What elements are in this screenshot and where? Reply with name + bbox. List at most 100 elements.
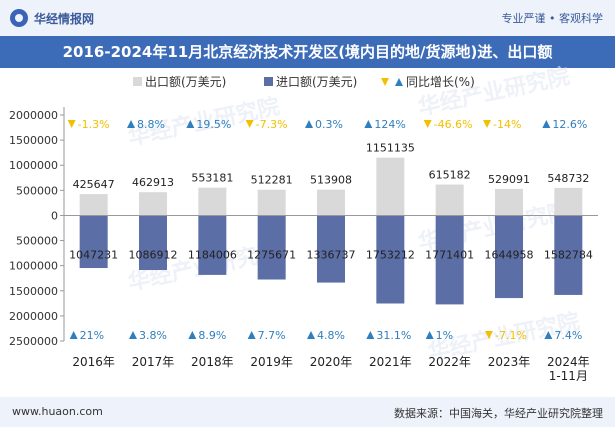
import-bar: [79, 215, 108, 269]
import-growth-label: 1%: [436, 329, 453, 342]
import-value-label: 1582784: [544, 248, 593, 261]
export-value-label: 1151135: [366, 142, 415, 155]
export-value-label: 425647: [73, 178, 115, 191]
export-growth-up-icon: [542, 120, 551, 128]
import-bar: [495, 215, 523, 299]
import-bar: [435, 215, 464, 305]
chart-title: 2016-2024年11月北京经济技术开发区(境内目的地/货源地)进、出口额: [62, 43, 553, 61]
y-tick-label: 0: [51, 209, 58, 222]
export-value-label: 513908: [310, 174, 352, 187]
legend-export-swatch: [133, 77, 142, 86]
y-tick-label: 2500000: [9, 335, 58, 348]
import-bar: [139, 215, 167, 271]
y-tick-label: 1500000: [9, 134, 58, 147]
export-bar: [79, 194, 108, 216]
y-tick-label: 1000000: [9, 159, 58, 172]
import-growth-down-icon: [485, 331, 493, 339]
brand-logo-icon: [10, 9, 28, 27]
export-bar: [435, 184, 464, 216]
import-value-label: 1047231: [69, 248, 118, 261]
import-bar: [554, 215, 583, 295]
import-growth-up-icon: [544, 331, 553, 339]
brand-name: 华经情报网: [34, 11, 95, 26]
export-growth-down-icon: [67, 120, 76, 128]
bar-chart: 华经产业研究院华经产业研究院华经产业研究院华经产业研究院华经产业研究院出口额(万…: [9, 63, 598, 383]
import-growth-label: 21%: [80, 329, 104, 342]
export-growth-down-icon: [483, 120, 491, 128]
import-bar: [376, 215, 405, 304]
import-value-label: 1275671: [247, 248, 296, 261]
legend-growth-up-icon: [395, 78, 403, 86]
watermark-text: 华经产业研究院: [416, 63, 572, 120]
import-value-label: 1184006: [188, 248, 237, 261]
footer-bar: www.huaon.com 数据来源：中国海关，华经产业研究院整理: [0, 397, 615, 427]
brand: 华经情报网: [10, 9, 94, 27]
title-bar: 2016-2024年11月北京经济技术开发区(境内目的地/货源地)进、出口额: [0, 36, 615, 68]
export-growth-label: 12.6%: [552, 118, 587, 131]
export-value-label: 615182: [429, 169, 471, 182]
slogan: 专业严谨 • 客观科学: [501, 12, 603, 25]
x-category-label: 2019年: [250, 355, 293, 369]
import-growth-up-icon: [425, 331, 434, 339]
y-tick-label: 2000000: [9, 310, 58, 323]
export-growth-up-icon: [186, 120, 195, 128]
import-value-label: 1753212: [366, 248, 415, 261]
export-value-label: 548732: [547, 172, 589, 185]
x-category-label: 2021年: [369, 355, 412, 369]
export-value-label: 462913: [132, 176, 174, 189]
export-bar: [139, 192, 167, 216]
import-bar: [317, 215, 345, 283]
x-category-label: 2023年: [488, 355, 531, 369]
data-source: 数据来源：中国海关，华经产业研究院整理: [394, 407, 603, 420]
export-growth-label: 124%: [374, 118, 405, 131]
export-growth-label: 19.5%: [196, 118, 231, 131]
export-growth-label: -7.3%: [256, 118, 288, 131]
export-growth-down-icon: [423, 120, 432, 128]
import-value-label: 1771401: [425, 248, 474, 261]
x-category-label: 2020年: [310, 355, 353, 369]
import-bar: [198, 215, 227, 275]
legend-growth-label: 同比增长(%): [406, 75, 475, 89]
export-growth-up-icon: [305, 120, 313, 128]
import-growth-label: 3.8%: [139, 329, 167, 342]
export-bar: [495, 188, 523, 216]
import-growth-label: 8.9%: [198, 329, 226, 342]
import-growth-up-icon: [247, 331, 256, 339]
import-growth-label: 7.4%: [554, 329, 582, 342]
footer-website: www.huaon.com: [12, 405, 103, 418]
export-value-label: 529091: [488, 173, 530, 186]
export-growth-down-icon: [245, 120, 254, 128]
export-growth-up-icon: [127, 120, 135, 128]
x-category-label: 2016年: [72, 355, 115, 369]
export-value-label: 512281: [251, 174, 293, 187]
export-bar: [257, 189, 286, 216]
export-bar: [317, 189, 345, 216]
import-value-label: 1336737: [307, 248, 356, 261]
import-growth-up-icon: [366, 331, 375, 339]
export-bar: [376, 157, 405, 216]
export-value-label: 553181: [191, 172, 233, 185]
import-growth-up-icon: [69, 331, 78, 339]
export-growth-label: -46.6%: [434, 118, 473, 131]
export-growth-label: -14%: [493, 118, 521, 131]
legend-import-swatch: [264, 77, 273, 86]
export-growth-label: 0.3%: [315, 118, 343, 131]
legend-growth-down-icon: [381, 78, 389, 86]
y-tick-label: 2000000: [9, 109, 58, 122]
import-bar: [257, 215, 286, 280]
import-growth-label: -7.1%: [495, 329, 527, 342]
import-growth-label: 31.1%: [376, 329, 411, 342]
y-tick-label: 500000: [16, 235, 58, 248]
import-growth-up-icon: [188, 331, 197, 339]
y-tick-label: 1500000: [9, 285, 58, 298]
import-growth-label: 4.8%: [317, 329, 345, 342]
export-growth-up-icon: [364, 120, 373, 128]
y-tick-label: 1000000: [9, 260, 58, 273]
top-bar: 华经情报网 专业严谨 • 客观科学: [0, 0, 615, 36]
x-category-label: 2022年: [428, 355, 471, 369]
x-category-label: 2024年 1-11月: [547, 355, 590, 383]
import-growth-up-icon: [129, 331, 137, 339]
x-category-label: 2018年: [191, 355, 234, 369]
legend-import-label: 进口额(万美元): [276, 75, 357, 89]
